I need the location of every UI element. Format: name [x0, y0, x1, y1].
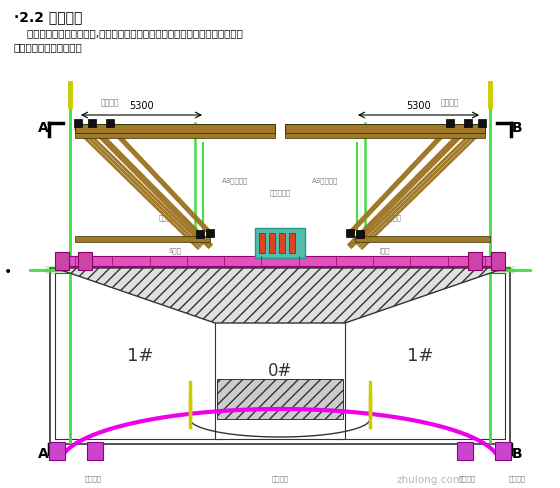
- Bar: [78, 252, 92, 270]
- Bar: [478, 119, 486, 127]
- Bar: [285, 133, 485, 138]
- Bar: [75, 236, 210, 242]
- Text: B: B: [512, 121, 522, 135]
- Text: A: A: [38, 121, 48, 135]
- Bar: [346, 229, 354, 237]
- Bar: [289, 233, 295, 253]
- Text: 1#: 1#: [127, 347, 153, 365]
- Bar: [495, 442, 511, 460]
- Bar: [55, 252, 69, 270]
- Text: B: B: [512, 447, 522, 461]
- Bar: [196, 230, 204, 238]
- Bar: [206, 229, 214, 237]
- Bar: [464, 119, 472, 127]
- Text: J门架: J门架: [380, 248, 390, 254]
- Text: •: •: [4, 265, 12, 279]
- Text: zhulong.com: zhulong.com: [396, 475, 464, 485]
- Text: 后下横梁: 后下横梁: [272, 475, 288, 482]
- Text: ·2.2 计算模型: ·2.2 计算模型: [14, 10, 82, 24]
- Bar: [88, 119, 96, 127]
- Text: A: A: [38, 447, 48, 461]
- Bar: [335, 273, 505, 439]
- Text: 前下横梁: 前下横梁: [85, 475, 101, 482]
- Bar: [255, 228, 305, 258]
- Text: 1#: 1#: [407, 347, 433, 365]
- Bar: [75, 124, 275, 133]
- Text: 后下横梁: 后下横梁: [459, 475, 475, 482]
- Text: 后销节断面: 后销节断面: [269, 190, 291, 196]
- Bar: [356, 230, 364, 238]
- Bar: [269, 233, 275, 253]
- Bar: [75, 133, 275, 138]
- Bar: [468, 252, 482, 270]
- Bar: [106, 119, 114, 127]
- Bar: [74, 119, 82, 127]
- Text: A3杆上起座: A3杆上起座: [312, 178, 338, 184]
- Bar: [215, 273, 345, 439]
- Bar: [55, 273, 225, 439]
- Bar: [49, 442, 65, 460]
- Text: A3杆上起座: A3杆上起座: [222, 178, 248, 184]
- Bar: [259, 233, 265, 253]
- Text: S门架: S门架: [169, 248, 181, 254]
- Bar: [45, 266, 105, 274]
- Text: 5300: 5300: [406, 101, 431, 111]
- Bar: [50, 268, 510, 444]
- Text: 前下横梁: 前下横梁: [508, 475, 525, 482]
- Bar: [65, 256, 495, 266]
- Text: 竖向平段: 竖向平段: [158, 215, 175, 221]
- Bar: [87, 442, 103, 460]
- Text: 5300: 5300: [129, 101, 154, 111]
- Bar: [446, 119, 454, 127]
- Bar: [217, 379, 343, 419]
- Bar: [355, 236, 490, 242]
- Text: 导梁等所有的承重系统。: 导梁等所有的承重系统。: [14, 42, 83, 52]
- Bar: [285, 124, 485, 133]
- Text: 挂篹结构计算模型见下图,包括主桁架、立柱间横向连接系、前上横梁、底篹、: 挂篹结构计算模型见下图,包括主桁架、立柱间横向连接系、前上横梁、底篹、: [14, 28, 243, 38]
- Polygon shape: [55, 268, 505, 323]
- Text: 前上横梁: 前上横梁: [441, 99, 459, 107]
- Bar: [457, 442, 473, 460]
- Text: 前上横梁: 前上横梁: [101, 99, 119, 107]
- Text: 斜向平段: 斜向平段: [385, 215, 402, 221]
- Bar: [279, 233, 285, 253]
- Bar: [491, 252, 505, 270]
- Bar: [455, 266, 515, 274]
- Text: 0#: 0#: [268, 362, 292, 380]
